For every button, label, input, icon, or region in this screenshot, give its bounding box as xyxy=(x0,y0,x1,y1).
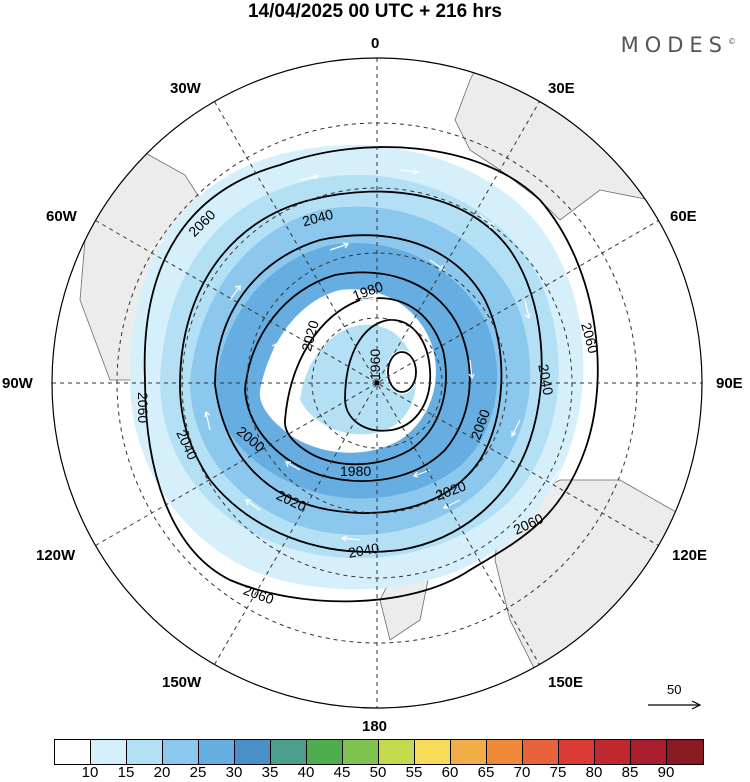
wind-arrow xyxy=(204,410,211,431)
colorbar-cell xyxy=(163,740,199,764)
contour-label: 2060 xyxy=(135,392,151,423)
colorbar-cell xyxy=(379,740,415,764)
colorbar-tick-label: 90 xyxy=(657,764,675,781)
wind-arrow xyxy=(524,299,531,320)
colorbar-cell xyxy=(667,740,703,764)
colorbar-cell xyxy=(199,740,235,764)
colorbar-tick-label: 65 xyxy=(477,764,495,781)
lon-label-60e: 60E xyxy=(670,208,697,225)
lon-label-60w: 60W xyxy=(46,208,77,225)
wind-arrow xyxy=(429,259,445,271)
contour-label: 2040 xyxy=(301,206,335,230)
contour-label: 2040 xyxy=(535,363,556,397)
colorbar-tick-label: 30 xyxy=(225,764,243,781)
wind-arrows xyxy=(149,168,569,542)
colorbar-tick-label: 60 xyxy=(441,764,459,781)
wind-arrow xyxy=(285,461,301,471)
colorbar-cell xyxy=(487,740,523,764)
north-pole-marker xyxy=(374,380,380,386)
wind-arrow xyxy=(559,249,569,265)
contour-2020 xyxy=(214,234,503,514)
contour-label: 2060 xyxy=(578,321,602,355)
shading-center xyxy=(386,350,418,394)
colorbar-tick-label: 25 xyxy=(189,764,207,781)
colorbar-tick-label: 70 xyxy=(513,764,531,781)
colorbar-cell xyxy=(307,740,343,764)
colorbar-tick-label: 75 xyxy=(549,764,567,781)
wind-arrow xyxy=(329,242,350,251)
lon-label-90e: 90E xyxy=(716,375,743,392)
lon-label-150e: 150E xyxy=(548,674,584,691)
colorbar-cell xyxy=(235,740,271,764)
colorbar-tick-label: 50 xyxy=(369,764,387,781)
colorbar-tick-label: 15 xyxy=(117,764,135,781)
colorbar-cell xyxy=(415,740,451,764)
lon-label-150w: 150W xyxy=(162,674,202,691)
colorbar-tick-label: 45 xyxy=(333,764,351,781)
map-title: 14/04/2025 00 UTC + 216 hrs xyxy=(247,1,503,22)
contour-low-center xyxy=(387,351,417,393)
colorbar-cell xyxy=(91,740,127,764)
colorbar-tick-label: 10 xyxy=(81,764,99,781)
wind-arrow xyxy=(340,535,361,542)
colorbar-tick-label: 20 xyxy=(153,764,171,781)
colorbar-cell xyxy=(631,740,667,764)
colorbar-cell xyxy=(271,740,307,764)
height-contours xyxy=(143,146,599,603)
wind-arrow xyxy=(468,359,475,380)
lon-label-180: 180 xyxy=(362,718,388,735)
wind-reference-value: 50 xyxy=(667,682,681,697)
brand-logo: MODES© xyxy=(621,33,736,57)
colorbar-ticks: 10 15 20 25 30 35 40 45 50 55 60 65 70 75 80 85 90 xyxy=(54,764,704,782)
colorbar-tick-label: 85 xyxy=(621,764,639,781)
wind-arrow xyxy=(229,285,241,301)
lon-label-0: 0 xyxy=(371,35,380,52)
colorbar-tick-label: 35 xyxy=(261,764,279,781)
wind-arrow xyxy=(399,168,420,175)
colorbar-cell xyxy=(559,740,595,764)
lon-label-30e: 30E xyxy=(548,80,575,97)
contour-label: 2060 xyxy=(241,582,276,608)
colorbar-cell xyxy=(523,740,559,764)
wind-arrow xyxy=(187,529,201,541)
wind-arrow xyxy=(269,343,278,361)
wind-arrow xyxy=(409,329,419,345)
contour-1980 xyxy=(284,297,447,466)
map-border xyxy=(51,57,703,709)
contour-1960 xyxy=(344,319,432,432)
contour-label: 2020 xyxy=(298,318,322,352)
contour-2040 xyxy=(179,190,543,553)
colorbar-tick-label: 55 xyxy=(405,764,423,781)
contour-2000 xyxy=(244,271,471,482)
contour-2060 xyxy=(143,146,599,603)
colorbar-cell xyxy=(595,740,631,764)
colorbar-cell xyxy=(127,740,163,764)
wind-arrow xyxy=(245,499,261,511)
shading-inner xyxy=(300,324,416,435)
colorbar-cell xyxy=(343,740,379,764)
brand-name: MODES xyxy=(620,33,728,57)
colorbar xyxy=(54,739,704,765)
colorbar-tick-label: 40 xyxy=(297,764,315,781)
wind-arrow xyxy=(299,173,320,181)
copyright-mark: © xyxy=(728,37,736,46)
contour-label: 1980 xyxy=(340,463,371,479)
wind-arrow xyxy=(549,469,561,485)
lon-label-120w: 120W xyxy=(36,547,76,564)
contour-label: 1960 xyxy=(367,349,383,380)
graticule xyxy=(52,58,702,708)
wind-arrow xyxy=(443,499,461,509)
colorbar-tick-label: 80 xyxy=(585,764,603,781)
lon-label-30w: 30W xyxy=(170,80,201,97)
lon-label-90w: 90W xyxy=(2,375,33,392)
contour-label: 2040 xyxy=(347,540,381,561)
wind-reference: 50 xyxy=(648,682,702,710)
wind-arrow xyxy=(359,295,378,302)
colorbar-cell xyxy=(55,740,91,764)
colorbar-cell xyxy=(451,740,487,764)
lon-label-120e: 120E xyxy=(672,547,708,564)
wind-arrow xyxy=(511,419,521,438)
